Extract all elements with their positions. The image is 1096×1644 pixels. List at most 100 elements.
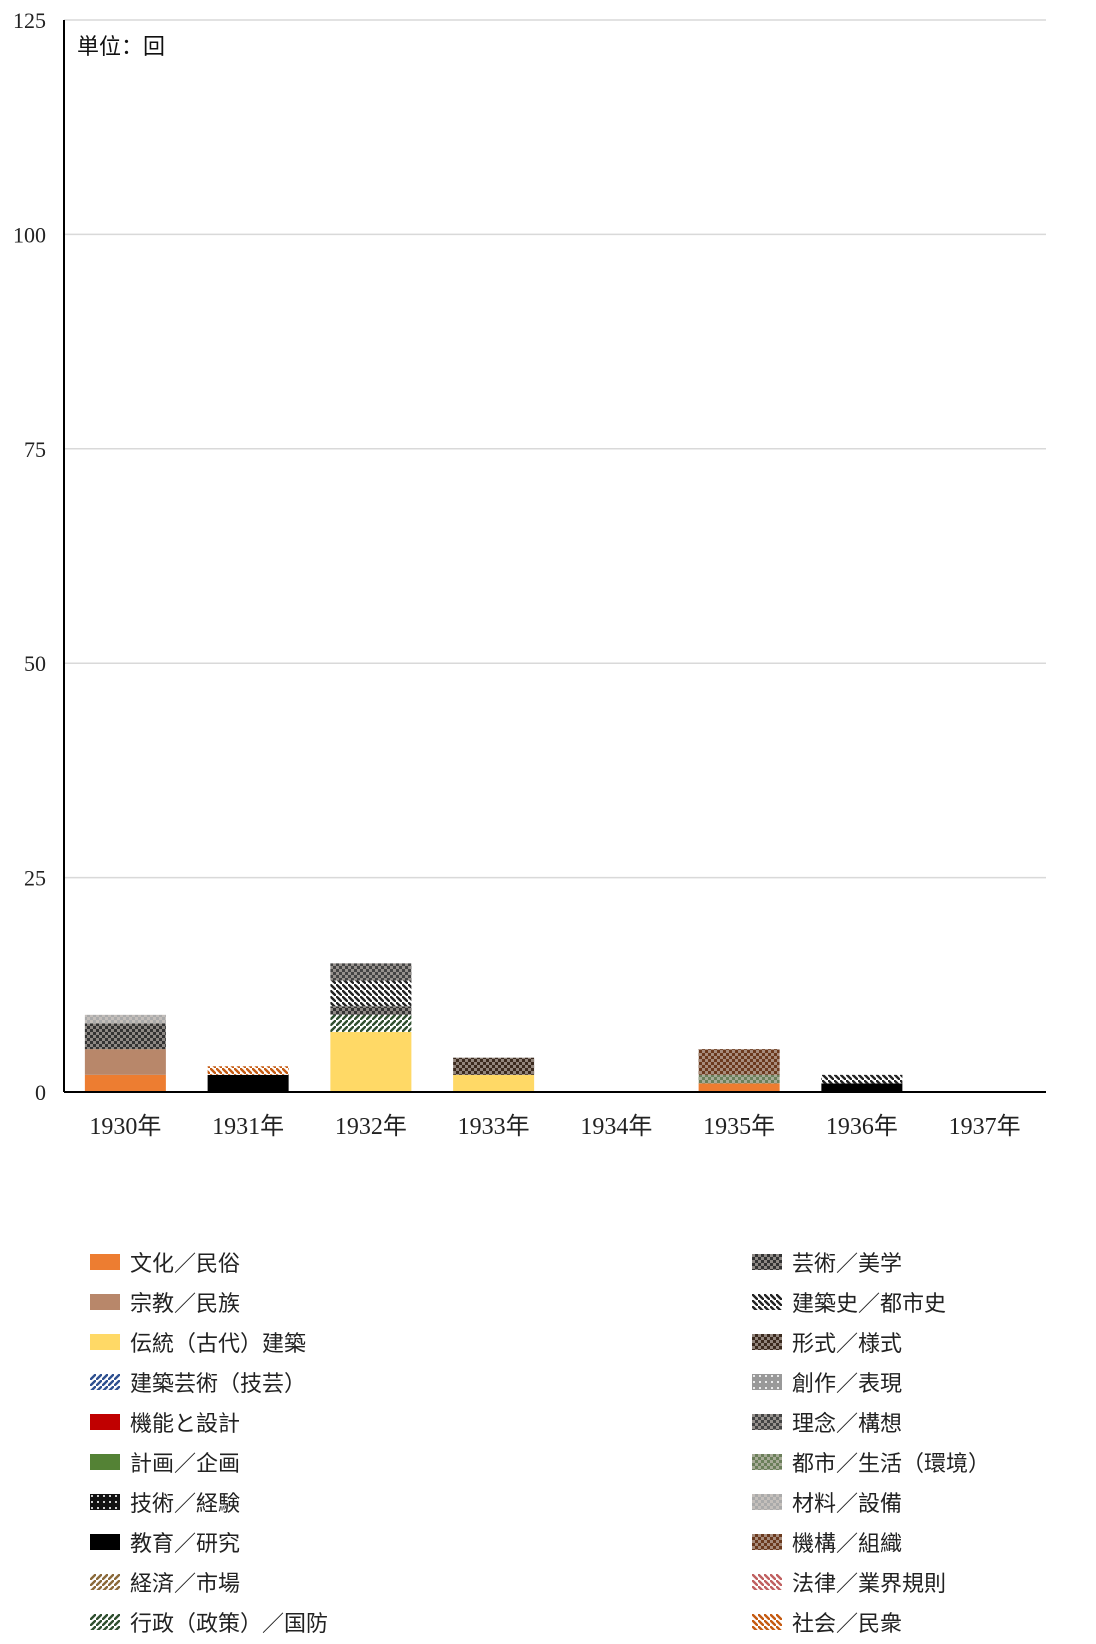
legend-item: 宗教／民族	[90, 1282, 328, 1322]
legend-swatch	[752, 1534, 782, 1550]
legend-swatch	[752, 1294, 782, 1310]
bar-segment	[84, 1023, 166, 1050]
bar-stacks	[84, 963, 903, 1092]
legend-label: 計画／企画	[130, 1451, 241, 1476]
x-tick-label: 1934年	[580, 1113, 652, 1140]
bar-segment	[330, 980, 412, 1007]
legend-item: 教育／研究	[90, 1522, 328, 1562]
legend-swatch	[752, 1374, 782, 1390]
x-tick-label: 1933年	[458, 1113, 530, 1140]
legend-label: 建築史／都市史	[792, 1291, 947, 1316]
bar-segment	[207, 1074, 289, 1092]
legend-item: 建築芸術（技芸）	[90, 1362, 328, 1402]
legend-item: 形式／様式	[752, 1322, 990, 1362]
legend-label: 経済／市場	[130, 1571, 241, 1596]
bar-segment	[84, 1074, 166, 1092]
legend-label: 技術／経験	[130, 1491, 241, 1516]
bar-segment	[698, 1083, 780, 1092]
bar-segment	[698, 1074, 780, 1084]
x-tick-label: 1930年	[89, 1113, 161, 1140]
legend-label: 宗教／民族	[130, 1291, 241, 1316]
legend-item: 機能と設計	[90, 1402, 328, 1442]
bar-segment	[207, 1066, 289, 1075]
legend-swatch	[752, 1494, 782, 1510]
legend-label: 社会／民衆	[792, 1611, 903, 1636]
legend-label: 都市／生活（環境）	[792, 1451, 991, 1476]
bar-segment	[821, 1083, 903, 1092]
legend-label: 形式／様式	[792, 1331, 903, 1356]
legend-swatch	[90, 1614, 120, 1630]
legend-item: 社会／民衆	[752, 1602, 990, 1642]
y-tick-label: 125	[13, 8, 46, 33]
y-tick-label: 25	[24, 866, 46, 891]
legend-label: 教育／研究	[130, 1531, 241, 1556]
legend-item: 計画／企画	[90, 1442, 328, 1482]
bar-segment	[453, 1074, 535, 1092]
legend-swatch	[90, 1374, 120, 1390]
legend-swatch	[752, 1574, 782, 1590]
legend-item: 芸術／美学	[752, 1242, 990, 1282]
legend-item: 機構／組織	[752, 1522, 990, 1562]
legend-swatch	[752, 1334, 782, 1350]
legend-item: 経済／市場	[90, 1562, 328, 1602]
legend-swatch	[752, 1254, 782, 1270]
legend-label: 文化／民俗	[130, 1251, 241, 1276]
bar-segment	[330, 1006, 412, 1015]
bar-segment	[330, 963, 412, 981]
x-tick-label: 1937年	[949, 1113, 1021, 1140]
legend-label: 機構／組織	[792, 1531, 903, 1556]
legend-label: 芸術／美学	[792, 1251, 903, 1276]
y-tick-label: 75	[24, 437, 46, 462]
bar-segment	[330, 1031, 412, 1092]
legend-label: 材料／設備	[792, 1491, 903, 1516]
legend-item: 理念／構想	[752, 1402, 990, 1442]
legend-item: 伝統（古代）建築	[90, 1322, 328, 1362]
bar-segment	[84, 1014, 166, 1024]
legend-swatch	[90, 1534, 120, 1550]
legend-item: 都市／生活（環境）	[752, 1442, 990, 1482]
legend-swatch	[90, 1414, 120, 1430]
legend-swatch	[752, 1614, 782, 1630]
bar-segment	[84, 1049, 166, 1075]
x-tick-label: 1931年	[212, 1113, 284, 1140]
bar-segment	[330, 1014, 412, 1032]
legend-swatch	[90, 1574, 120, 1590]
legend-left-column: 文化／民俗宗教／民族伝統（古代）建築 建築芸術（技芸） 機能と設計計画／企画技術／経…	[90, 1242, 328, 1642]
legend-item: 材料／設備	[752, 1482, 990, 1522]
legend-label: 行政（政策）／国防	[130, 1611, 329, 1636]
legend-right-column: 芸術／美学建築史／都市史 形式／様式創作／表現理念／構想都市／生活（環境） 材料／設…	[752, 1242, 990, 1642]
x-tick-label: 1932年	[335, 1113, 407, 1140]
legend-item: 文化／民俗	[90, 1242, 328, 1282]
legend-swatch	[90, 1254, 120, 1270]
legend-swatch	[752, 1414, 782, 1430]
axes	[63, 20, 1046, 1093]
legend-swatch	[90, 1494, 120, 1510]
unit-label: 単位：回	[77, 34, 165, 59]
x-tick-label: 1936年	[826, 1113, 898, 1140]
legend-label: 法律／業界規則	[792, 1571, 947, 1596]
y-tick-label: 0	[35, 1080, 46, 1105]
y-tick-label: 50	[24, 651, 46, 676]
x-tick-label: 1935年	[703, 1113, 775, 1140]
legend-item: 法律／業界規則	[752, 1562, 990, 1602]
legend-swatch	[90, 1454, 120, 1470]
legend-item: 創作／表現	[752, 1362, 990, 1402]
legend-label: 創作／表現	[792, 1371, 903, 1396]
bar-segment	[453, 1057, 535, 1075]
legend-label: 理念／構想	[792, 1411, 903, 1436]
legend-swatch	[90, 1294, 120, 1310]
tick-labels: 0 25 50 75 100 125 1930年 1931年 1932年 1933年 1934年 19…	[13, 8, 1021, 1140]
legend-label: 伝統（古代）建築	[130, 1331, 307, 1356]
y-tick-label: 100	[13, 222, 46, 247]
legend-label: 機能と設計	[130, 1411, 241, 1436]
bar-segment	[698, 1049, 780, 1075]
bar-segment	[821, 1074, 903, 1084]
grid-lines	[64, 19, 1046, 879]
legend-swatch	[90, 1334, 120, 1350]
legend-item: 建築史／都市史	[752, 1282, 990, 1322]
legend-item: 技術／経験	[90, 1482, 328, 1522]
legend-label: 建築芸術（技芸）	[130, 1371, 307, 1396]
legend-item: 行政（政策）／国防	[90, 1602, 328, 1642]
legend-swatch	[752, 1454, 782, 1470]
